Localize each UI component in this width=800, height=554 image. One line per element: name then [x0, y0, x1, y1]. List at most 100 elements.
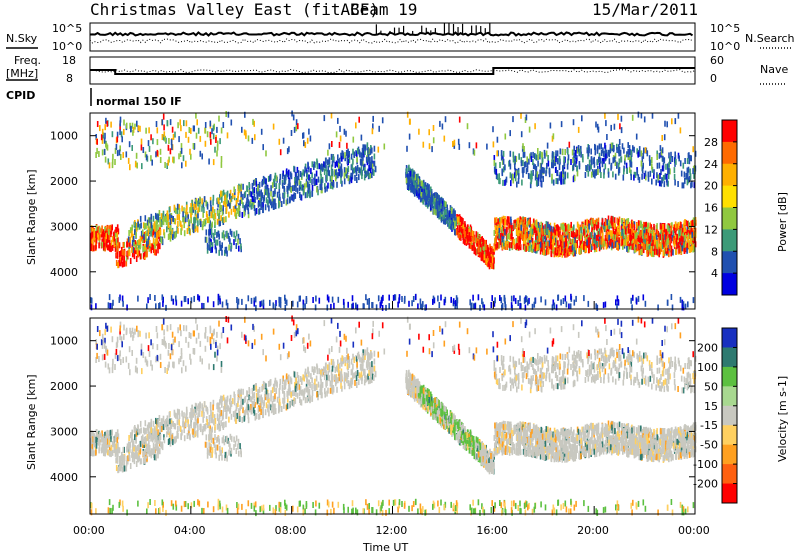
power-cell: [213, 236, 216, 243]
power-cell: [229, 193, 231, 200]
power-cell: [147, 217, 150, 224]
power-cell: [541, 243, 544, 250]
power-cell: [104, 156, 107, 163]
power-cell: [132, 129, 134, 136]
power-cell: [205, 229, 208, 236]
power-cell: [504, 301, 506, 308]
power-cell: [523, 297, 526, 304]
power-cell: [516, 218, 518, 225]
power-cell: [287, 191, 289, 198]
power-cell: [548, 171, 551, 178]
power-cell: [509, 172, 512, 179]
power-cell: [612, 234, 614, 240]
power-cell: [569, 303, 572, 310]
power-cell: [498, 232, 500, 239]
power-cell: [520, 230, 523, 237]
power-cell: [508, 222, 511, 229]
nave-label: Nave: [760, 63, 788, 76]
power-cell: [570, 248, 572, 255]
power-cell: [675, 158, 677, 165]
velocity-cell: [111, 429, 113, 436]
power-cell: [581, 115, 583, 122]
power-cell: [425, 196, 427, 203]
power-cell: [375, 304, 378, 311]
power-cell: [642, 247, 645, 254]
power-cell: [475, 142, 478, 149]
power-cell: [624, 158, 626, 165]
power-cell: [147, 140, 150, 147]
colorbar-tick-label: 12: [704, 223, 718, 236]
power-cell: [242, 183, 244, 190]
power-cell: [519, 237, 521, 244]
power-cell: [134, 244, 137, 251]
power-cell: [303, 140, 305, 147]
power-cell: [573, 175, 576, 182]
power-cell: [232, 193, 234, 200]
power-cell: [593, 161, 596, 168]
power-cell: [573, 145, 575, 152]
power-cell: [366, 170, 368, 177]
power-cell: [128, 141, 131, 148]
power-cell: [274, 188, 276, 195]
power-cell: [210, 205, 212, 211]
power-cell: [454, 228, 456, 235]
power-cell: [201, 198, 203, 205]
power-cell: [468, 228, 470, 235]
power-cell: [340, 165, 342, 172]
power-cell: [216, 126, 218, 133]
power-cell: [118, 296, 121, 303]
power-cell: [468, 142, 471, 149]
power-cell: [112, 153, 114, 160]
power-cell: [553, 251, 556, 258]
power-cell: [588, 237, 591, 244]
power-cell: [501, 236, 504, 243]
power-cell: [446, 217, 448, 224]
power-cell: [352, 148, 354, 155]
power-cell: [246, 185, 248, 192]
power-cell: [612, 171, 614, 178]
nave-tick-low: 0: [710, 72, 717, 85]
power-cell: [542, 229, 545, 236]
power-cell: [675, 248, 677, 255]
power-cell: [102, 234, 105, 241]
power-cell: [320, 174, 322, 180]
power-cell: [456, 297, 459, 304]
power-cell: [98, 226, 101, 233]
power-cell: [190, 153, 192, 160]
power-cell: [158, 230, 160, 237]
power-cell: [225, 201, 227, 208]
colorbar-tick-label: 28: [704, 136, 718, 149]
power-cell: [547, 248, 549, 255]
power-cell: [111, 302, 113, 309]
power-cell: [530, 152, 532, 159]
power-cell: [512, 116, 514, 123]
power-cell: [550, 251, 553, 258]
power-cell: [527, 230, 530, 237]
power-cell: [551, 230, 554, 237]
power-cell: [453, 142, 456, 149]
power-cell: [601, 236, 604, 243]
power-cell: [519, 302, 521, 309]
power-cell: [642, 152, 645, 159]
power-cell: [193, 143, 196, 149]
power-cell: [450, 219, 452, 226]
power-cell: [544, 299, 547, 306]
power-cell: [142, 229, 144, 236]
power-cell: [224, 246, 227, 253]
power-cell: [383, 143, 386, 150]
power-cell: [341, 168, 343, 175]
power-cell: [650, 246, 653, 252]
power-cell: [114, 147, 117, 154]
power-cell: [129, 258, 132, 264]
power-cell: [350, 164, 353, 171]
power-cell: [427, 186, 430, 193]
power-cell: [511, 174, 513, 181]
power-cell: [492, 248, 494, 255]
power-cell: [487, 247, 490, 254]
power-cell: [571, 249, 574, 256]
power-cell: [568, 303, 570, 310]
power-cell: [654, 234, 657, 241]
power-cell: [417, 303, 419, 310]
power-cell: [350, 177, 353, 184]
power-cell: [637, 295, 640, 302]
